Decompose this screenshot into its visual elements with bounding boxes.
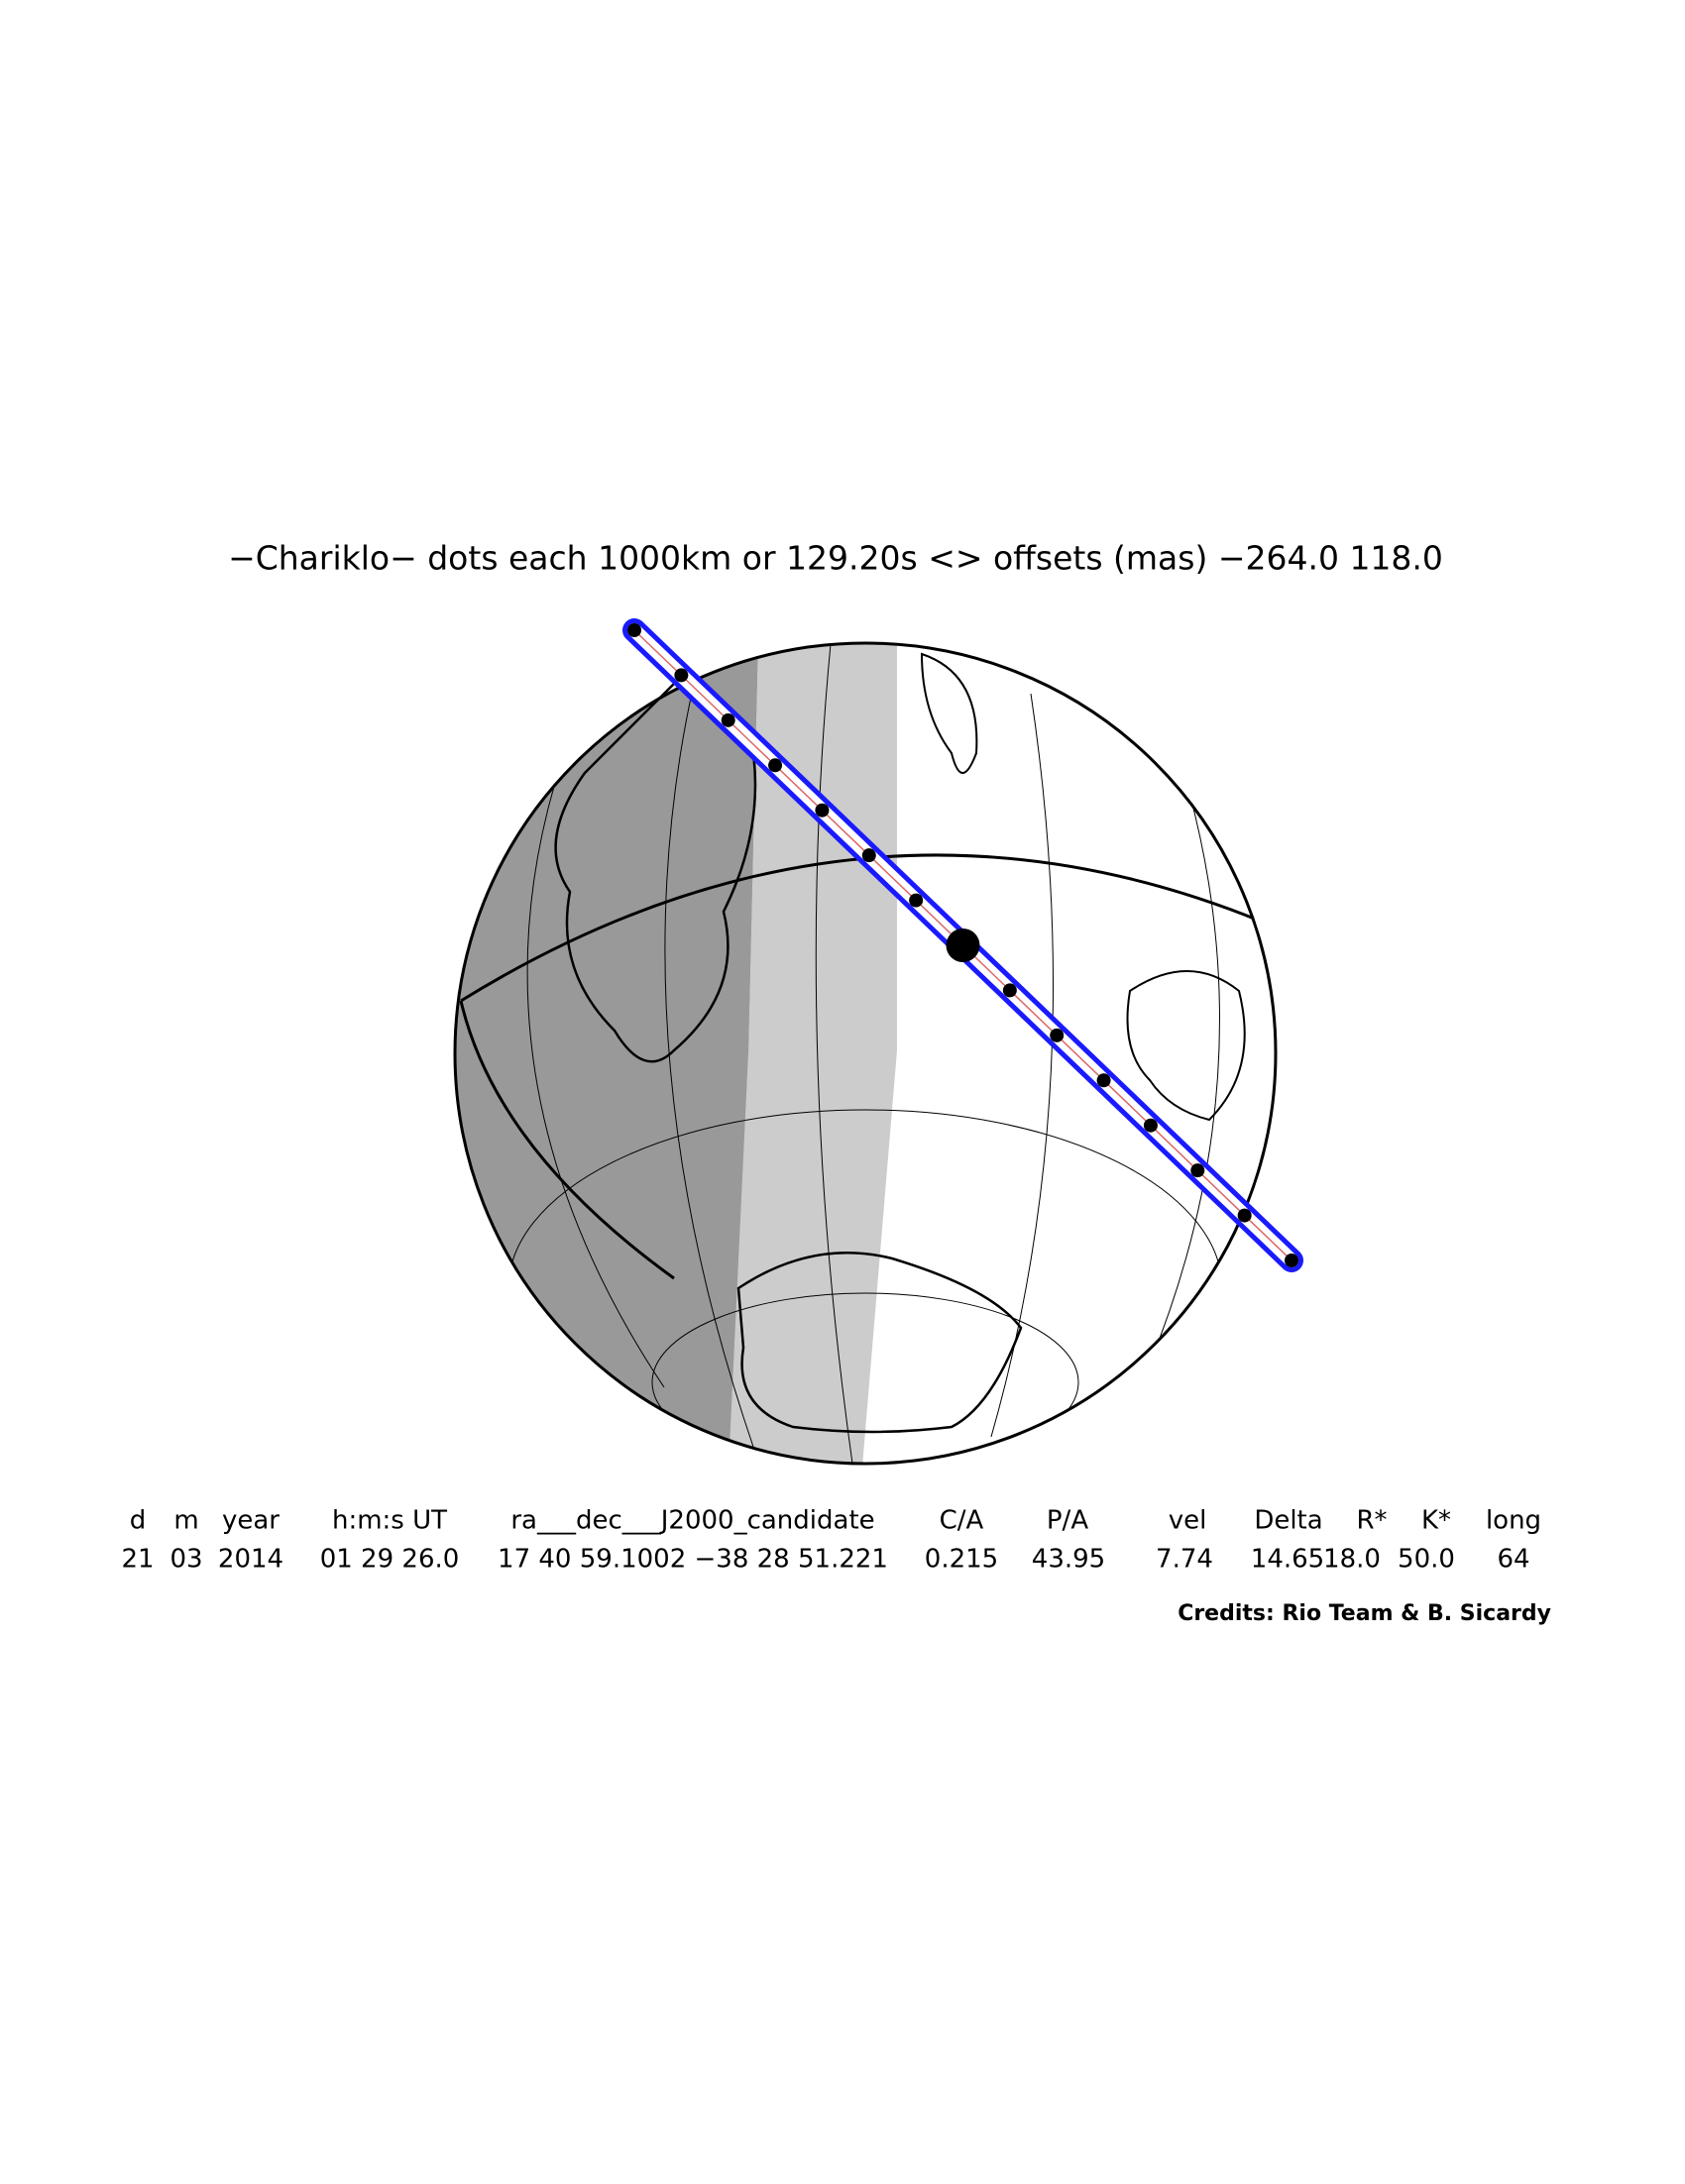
time-dots xyxy=(627,623,1298,1267)
column-header: year xyxy=(222,1506,280,1536)
dot xyxy=(674,668,689,683)
dot xyxy=(815,803,830,818)
column-header: long xyxy=(1486,1506,1541,1536)
globe-shading xyxy=(455,643,897,1464)
dot xyxy=(861,848,876,863)
dot xyxy=(721,712,735,727)
table-cell: 2014 xyxy=(218,1545,283,1575)
table-cell: 03 xyxy=(169,1545,202,1575)
column-header: Delta xyxy=(1254,1506,1322,1536)
column-header: C/A xyxy=(940,1506,984,1536)
table-cell: 21 xyxy=(121,1545,154,1575)
table-cell: 43.95 xyxy=(1032,1545,1105,1575)
dot xyxy=(1190,1163,1205,1178)
dot xyxy=(909,893,924,908)
table-cell: 18.0 xyxy=(1323,1545,1381,1575)
table-cell: 50.0 xyxy=(1398,1545,1455,1575)
column-header: ra___dec___J2000_candidate xyxy=(510,1506,874,1536)
dot xyxy=(1096,1073,1111,1088)
title: −Chariklo− dots each 1000km or 129.20s <… xyxy=(228,539,1443,578)
dot xyxy=(946,928,980,962)
dot xyxy=(1002,983,1017,998)
credits: Credits: Rio Team & B. Sicardy xyxy=(1178,1601,1551,1626)
table-cell: 14.65 xyxy=(1251,1545,1324,1575)
dot xyxy=(1143,1118,1158,1133)
table-cell: 64 xyxy=(1497,1545,1529,1575)
column-header: K* xyxy=(1421,1506,1451,1536)
data-table: d m year h:m:s UT ra___dec___J2000_candidate… xyxy=(121,1506,1541,1575)
column-header: h:m:s UT xyxy=(332,1506,447,1536)
column-header: vel xyxy=(1169,1506,1207,1536)
table-cell: 0.215 xyxy=(925,1545,998,1575)
dot xyxy=(1050,1028,1065,1042)
column-header: R* xyxy=(1356,1506,1387,1536)
column-header: d xyxy=(130,1506,147,1536)
table-cell: 7.74 xyxy=(1156,1545,1213,1575)
dot xyxy=(1237,1208,1252,1223)
column-header: P/A xyxy=(1047,1506,1088,1536)
dot xyxy=(768,758,783,773)
table-cell: 17 40 59.1002 −38 28 51.221 xyxy=(498,1545,888,1575)
dot xyxy=(627,623,641,637)
column-header: m xyxy=(173,1506,198,1536)
dot xyxy=(1285,1254,1298,1267)
table-cell: 01 29 26.0 xyxy=(320,1545,460,1575)
